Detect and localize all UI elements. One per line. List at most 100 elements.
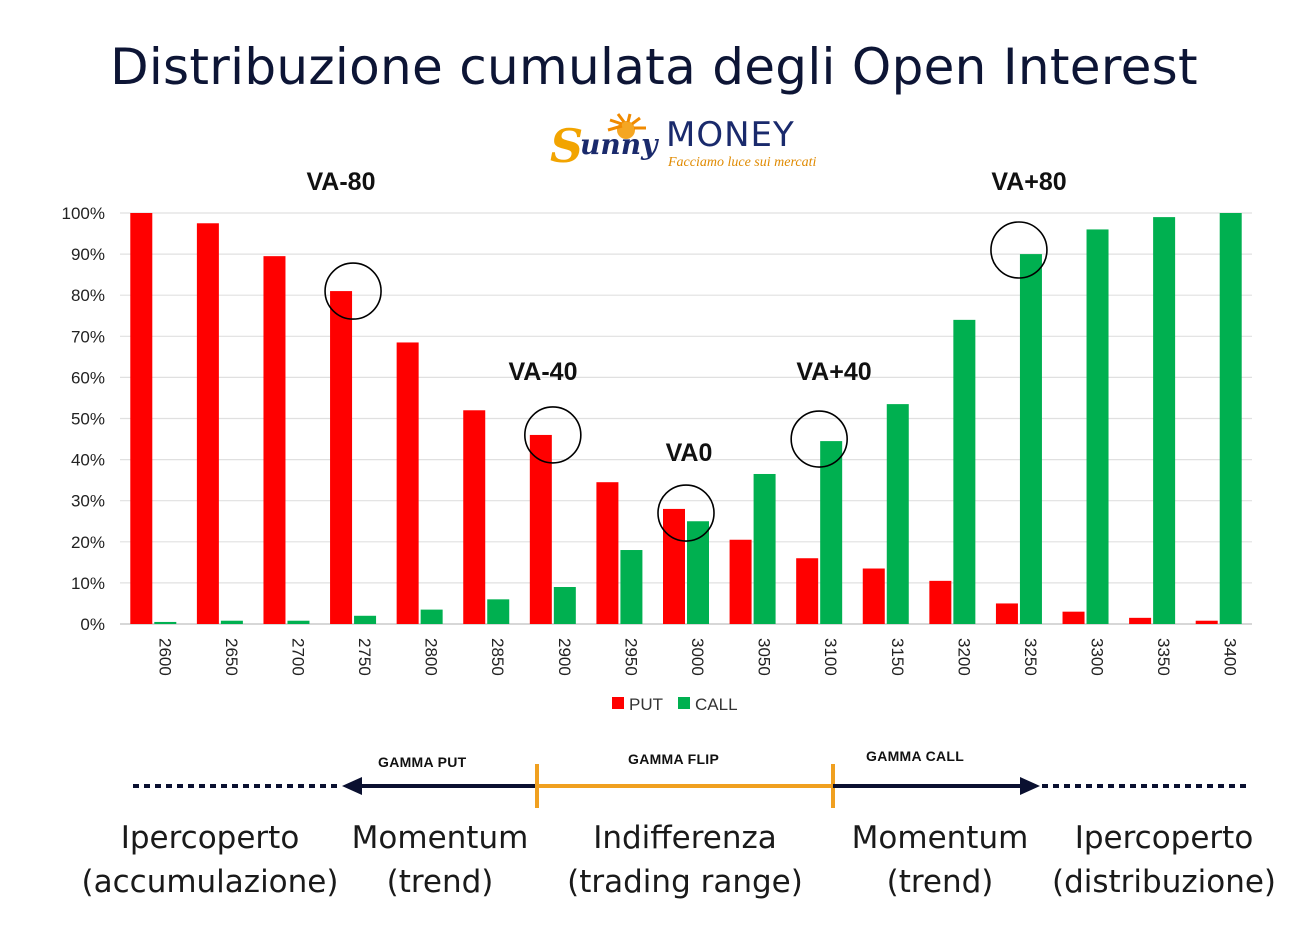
call-bar bbox=[553, 587, 576, 624]
annotation-circle bbox=[324, 262, 382, 320]
put-bar bbox=[862, 568, 885, 624]
put-bar bbox=[796, 558, 819, 624]
x-axis-ticks: 2600 2650 2700 2750 2800 2850 2900 2950 3000 3050… bbox=[155, 638, 1239, 676]
call-bar bbox=[820, 441, 843, 624]
x-tick-label: 3150 bbox=[888, 638, 907, 676]
put-bar bbox=[929, 580, 952, 624]
regime-label-line2: (accumulazione) bbox=[81, 864, 339, 900]
call-bar bbox=[620, 550, 643, 624]
annotation-label: VA+40 bbox=[796, 358, 871, 386]
call-bar bbox=[886, 404, 909, 624]
gamma-flip-label: GAMMA FLIP bbox=[628, 751, 720, 767]
legend-swatch bbox=[612, 697, 624, 709]
x-tick-label: 3350 bbox=[1154, 638, 1173, 676]
regime-label-line2: (distribuzione) bbox=[1051, 864, 1277, 900]
put-bar bbox=[1062, 611, 1085, 624]
annotation-circle bbox=[657, 484, 715, 542]
call-bar bbox=[420, 609, 443, 624]
x-tick-label: 2800 bbox=[422, 638, 441, 676]
annotation-circle bbox=[524, 406, 582, 464]
x-tick-label: 2950 bbox=[621, 638, 640, 676]
y-tick-label: 30% bbox=[71, 492, 105, 511]
x-tick-label: 3200 bbox=[954, 638, 973, 676]
annotation-label: VA+80 bbox=[991, 168, 1066, 196]
logo-script: unny bbox=[580, 128, 659, 161]
gamma-regime-line bbox=[133, 764, 1250, 808]
call-bar bbox=[154, 621, 177, 624]
regime-label-line1: Indifferenza bbox=[593, 820, 777, 856]
annotation-label: VA-40 bbox=[508, 358, 577, 386]
call-bar bbox=[487, 599, 510, 624]
put-bar bbox=[596, 482, 619, 624]
x-tick-label: 3000 bbox=[688, 638, 707, 676]
arrow-right-icon bbox=[1020, 777, 1040, 795]
put-bar bbox=[663, 508, 685, 624]
x-tick-label: 3100 bbox=[821, 638, 840, 676]
x-tick-label: 2650 bbox=[222, 638, 241, 676]
regime-label-line2: (trading range) bbox=[567, 864, 803, 900]
y-tick-label: 20% bbox=[71, 533, 105, 552]
x-tick-label: 3400 bbox=[1221, 638, 1240, 676]
x-tick-label: 2850 bbox=[488, 638, 507, 676]
regime-label-line1: Momentum bbox=[851, 820, 1029, 856]
x-tick-label: 2750 bbox=[355, 638, 374, 676]
y-tick-label: 60% bbox=[71, 368, 105, 387]
sun-icon bbox=[607, 113, 646, 139]
put-bar bbox=[529, 434, 552, 624]
gamma-call-label: GAMMA CALL bbox=[866, 748, 965, 764]
call-bar bbox=[1153, 217, 1176, 625]
regime-label-momentum-right: Momentum (trend) bbox=[830, 816, 1050, 904]
put-bar bbox=[1195, 620, 1218, 624]
regime-label-overhedged-accumulation: Ipercoperto (accumulazione) bbox=[70, 816, 350, 904]
put-bar bbox=[463, 410, 486, 624]
put-bar bbox=[729, 539, 752, 624]
put-bar bbox=[130, 213, 153, 624]
legend-label: PUT bbox=[629, 695, 663, 714]
call-bar bbox=[287, 620, 310, 624]
call-bar bbox=[1219, 213, 1242, 624]
regime-label-line2: (trend) bbox=[386, 864, 494, 900]
regime-label-line2: (trend) bbox=[886, 864, 994, 900]
regime-label-momentum-left: Momentum (trend) bbox=[330, 816, 550, 904]
gamma-put-label: GAMMA PUT bbox=[378, 754, 467, 770]
x-tick-label: 2900 bbox=[555, 638, 574, 676]
regime-label-line1: Ipercoperto bbox=[1074, 820, 1254, 856]
legend: PUT CALL bbox=[612, 695, 738, 714]
y-tick-label: 80% bbox=[71, 286, 105, 305]
y-tick-label: 0% bbox=[80, 615, 105, 634]
call-bar bbox=[953, 319, 976, 624]
put-bar bbox=[196, 223, 219, 624]
arrow-left-icon bbox=[342, 777, 362, 795]
x-tick-label: 3300 bbox=[1088, 638, 1107, 676]
y-axis-ticks: 0% 10% 20% 30% 40% 50% 60% 70% 80% 90% 100% bbox=[62, 204, 105, 634]
x-tick-label: 3250 bbox=[1021, 638, 1040, 676]
regime-label-line1: Momentum bbox=[351, 820, 529, 856]
regime-label-indifference: Indifferenza (trading range) bbox=[555, 816, 815, 904]
x-tick-label: 3050 bbox=[755, 638, 774, 676]
put-bar bbox=[263, 256, 286, 624]
annotation-circle bbox=[790, 410, 848, 468]
gridlines bbox=[120, 212, 1252, 625]
call-bar bbox=[1019, 254, 1042, 624]
regime-label-overhedged-distribution: Ipercoperto (distribuzione) bbox=[1040, 816, 1288, 904]
logo-tagline: Facciamo luce sui mercati bbox=[667, 155, 816, 170]
call-bar bbox=[1086, 229, 1109, 624]
legend-swatch bbox=[678, 697, 690, 709]
call-bar bbox=[354, 615, 377, 624]
y-tick-label: 70% bbox=[71, 327, 105, 346]
annotation-label: VA0 bbox=[666, 439, 713, 467]
x-tick-label: 2600 bbox=[155, 638, 174, 676]
y-tick-label: 10% bbox=[71, 574, 105, 593]
annotation-circle bbox=[990, 221, 1048, 279]
call-bar bbox=[220, 620, 243, 624]
sunny-money-logo: S unny MONEY Facciamo luce sui mercati bbox=[550, 113, 816, 173]
annotation-label: VA-80 bbox=[306, 168, 375, 196]
call-bar bbox=[753, 473, 776, 624]
chart-title: Distribuzione cumulata degli Open Intere… bbox=[110, 38, 1198, 96]
y-tick-label: 50% bbox=[71, 410, 105, 429]
call-bar bbox=[687, 521, 709, 624]
put-bar bbox=[396, 342, 419, 624]
bars bbox=[130, 213, 1242, 625]
y-tick-label: 90% bbox=[71, 245, 105, 264]
